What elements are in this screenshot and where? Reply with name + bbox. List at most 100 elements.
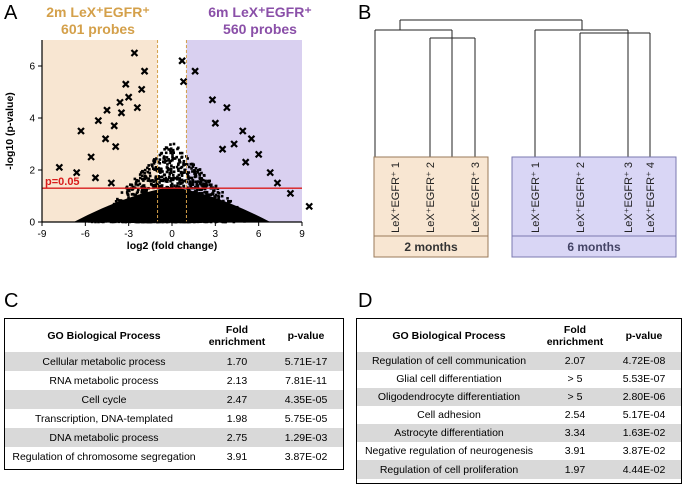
fold-cell: 3.91 <box>226 450 248 463</box>
pvalue-cell: 2.80E-06 <box>622 391 666 403</box>
background-point <box>180 151 184 155</box>
fold-cell: > 5 <box>567 373 583 385</box>
right-group-title: 6m LeX⁺EGFR⁺ <box>208 4 311 20</box>
background-point <box>152 159 155 163</box>
data-point <box>286 189 295 198</box>
x-tick-label: -9 <box>38 229 47 240</box>
process-cell: Astrocyte differentiation <box>394 427 504 439</box>
data-point <box>241 158 250 166</box>
background-point <box>165 185 169 189</box>
header-pvalue: p-value <box>287 330 325 342</box>
data-point <box>107 179 116 187</box>
background-point <box>160 184 164 187</box>
background-point <box>194 167 198 170</box>
table-row: Transcription, DNA-templated 1.98 5.75E-… <box>5 409 343 428</box>
background-point <box>161 179 165 183</box>
background-point <box>212 189 216 193</box>
background-point <box>177 158 181 162</box>
background-point <box>178 180 181 184</box>
background-point <box>148 179 151 182</box>
data-point <box>218 145 227 153</box>
background-point <box>169 149 172 152</box>
background-point <box>127 196 130 199</box>
background-point <box>164 180 168 183</box>
data-point <box>116 98 124 107</box>
background-point <box>165 146 169 150</box>
background-point <box>198 172 201 176</box>
process-cell: Regulation of cell communication <box>371 355 527 367</box>
x-tick-label: -6 <box>81 229 90 240</box>
background-point <box>202 173 206 177</box>
background-point <box>170 164 173 168</box>
background-point <box>151 179 154 182</box>
background-point <box>166 163 169 166</box>
background-point <box>184 168 187 172</box>
background-point <box>180 173 184 177</box>
background-point <box>198 181 202 185</box>
table-header: GO Biological Process Fold enrichment p-… <box>357 321 681 351</box>
dendrogram-branches <box>374 19 651 160</box>
background-point <box>146 166 149 170</box>
threshold-label: p=0.05 <box>45 176 80 188</box>
background-point <box>164 151 168 155</box>
sample-label: LeX⁺EGFR⁺ 4 <box>645 162 657 233</box>
background-point <box>207 180 211 184</box>
background-point <box>169 167 173 170</box>
background-point <box>182 179 186 183</box>
background-point <box>169 151 172 155</box>
background-point <box>176 177 179 181</box>
process-cell: Oligodendrocyte differentiation <box>377 391 521 403</box>
background-point <box>137 179 140 183</box>
background-point <box>140 190 144 194</box>
pvalue-cell: 5.75E-05 <box>284 412 328 425</box>
group-box-2-months <box>373 156 489 258</box>
data-point <box>178 57 186 65</box>
data-point <box>103 106 111 114</box>
background-point <box>154 175 158 178</box>
background-point <box>154 167 158 171</box>
data-point <box>55 163 64 172</box>
background-point <box>134 181 138 185</box>
background-point <box>135 178 139 182</box>
data-point <box>94 116 103 125</box>
background-point <box>158 158 162 161</box>
background-point <box>136 183 140 187</box>
pvalue-cell: 1.29E-03 <box>284 431 328 444</box>
x-tick-label: 6 <box>256 229 262 240</box>
background-point <box>151 164 154 168</box>
data-point <box>247 135 256 143</box>
sample-label: LeX⁺EGFR⁺ 1 <box>530 162 542 233</box>
background-point <box>143 171 146 175</box>
background-point <box>189 184 192 187</box>
background-point <box>130 184 134 187</box>
background-point <box>138 182 142 186</box>
data-point <box>122 80 130 88</box>
table-row: Oligodendrocyte differentiation > 5 2.80… <box>357 388 681 406</box>
background-point <box>177 169 180 173</box>
background-point <box>157 174 160 178</box>
nonsignificant-point-cloud <box>73 142 271 224</box>
background-point <box>125 185 129 189</box>
y-tick-label: 6 <box>29 62 35 73</box>
fold-cell: 2.54 <box>564 409 586 421</box>
background-point <box>167 148 171 151</box>
right-group-count: 560 probes <box>223 21 297 37</box>
data-point <box>140 67 149 75</box>
background-point <box>227 200 230 203</box>
background-point <box>158 161 162 165</box>
background-point <box>160 185 163 189</box>
background-point <box>159 169 163 173</box>
background-point <box>205 181 208 185</box>
background-point <box>131 185 135 189</box>
background-point <box>178 177 182 180</box>
process-cell: Glial cell differentiation <box>396 373 502 385</box>
background-point <box>157 160 160 164</box>
background-point <box>133 177 137 181</box>
background-point <box>163 148 166 151</box>
background-point <box>134 180 138 184</box>
background-point <box>202 182 205 185</box>
table-row: Cellular metabolic process 1.70 5.71E-17 <box>5 352 343 371</box>
background-point <box>198 177 202 181</box>
background-point <box>179 182 182 186</box>
background-point <box>133 193 136 196</box>
